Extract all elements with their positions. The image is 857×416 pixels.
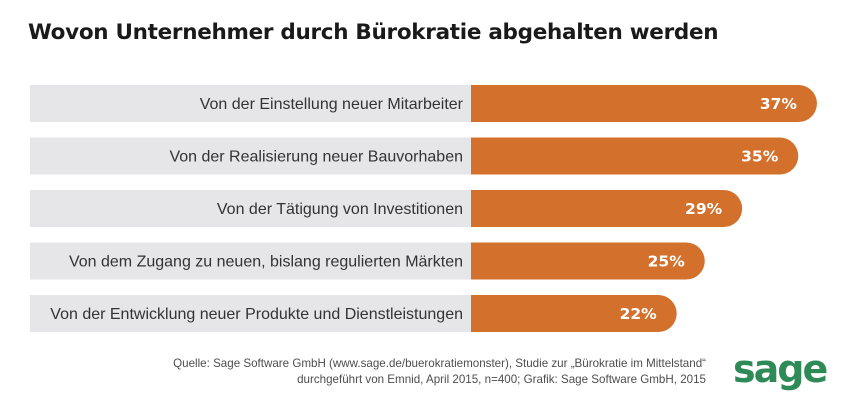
bar [471, 137, 799, 175]
bar [471, 85, 817, 122]
category-label-background [30, 295, 471, 332]
bar [471, 295, 677, 332]
category-label-background [30, 85, 471, 122]
source-note: Quelle: Sage Software GmbH (www.sage.de/… [0, 356, 706, 388]
chart-title: Wovon Unternehmer durch Bürokratie abgeh… [28, 20, 719, 45]
sage-logo: sage [733, 348, 828, 391]
category-label: Von dem Zugang zu neuen, bislang regulie… [69, 254, 463, 271]
category-label-background [30, 242, 471, 280]
source-line-2: durchgeführt von Emnid, April 2015, n=40… [297, 373, 706, 386]
source-line-1: Quelle: Sage Software GmbH (www.sage.de/… [173, 357, 706, 370]
category-label: Von der Realisierung neuer Bauvorhaben [169, 149, 463, 166]
bar-chart: Von der Einstellung neuer Mitarbeiter 37%… [30, 85, 817, 332]
data-label: 22% [620, 305, 658, 323]
data-label: 29% [685, 200, 723, 218]
category-label-background [30, 137, 471, 175]
category-label: Von der Entwicklung neuer Produkte und D… [50, 306, 463, 323]
data-label: 25% [648, 253, 686, 271]
category-label: Von der Einstellung neuer Mitarbeiter [200, 96, 464, 113]
bar-rows: Von der Einstellung neuer Mitarbeiter 37%… [30, 85, 817, 332]
data-label: 35% [741, 148, 779, 166]
sage-logo-wordmark: sage [733, 348, 826, 391]
bar [471, 242, 705, 280]
data-label: 37% [760, 95, 798, 113]
category-label: Von der Tätigung von Investitionen [217, 201, 463, 218]
category-label-background [30, 190, 471, 227]
bar [471, 190, 743, 227]
